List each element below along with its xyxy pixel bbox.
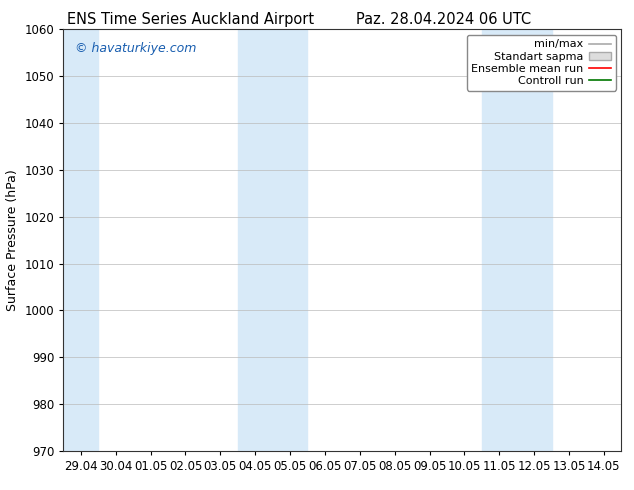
Bar bbox=[482, 29, 552, 451]
Text: ENS Time Series Auckland Airport: ENS Time Series Auckland Airport bbox=[67, 12, 314, 27]
Text: © havaturkiye.com: © havaturkiye.com bbox=[75, 42, 196, 55]
Bar bbox=[63, 29, 98, 451]
Y-axis label: Surface Pressure (hPa): Surface Pressure (hPa) bbox=[6, 169, 19, 311]
Legend: min/max, Standart sapma, Ensemble mean run, Controll run: min/max, Standart sapma, Ensemble mean r… bbox=[467, 35, 616, 91]
Text: Paz. 28.04.2024 06 UTC: Paz. 28.04.2024 06 UTC bbox=[356, 12, 531, 27]
Bar bbox=[238, 29, 307, 451]
